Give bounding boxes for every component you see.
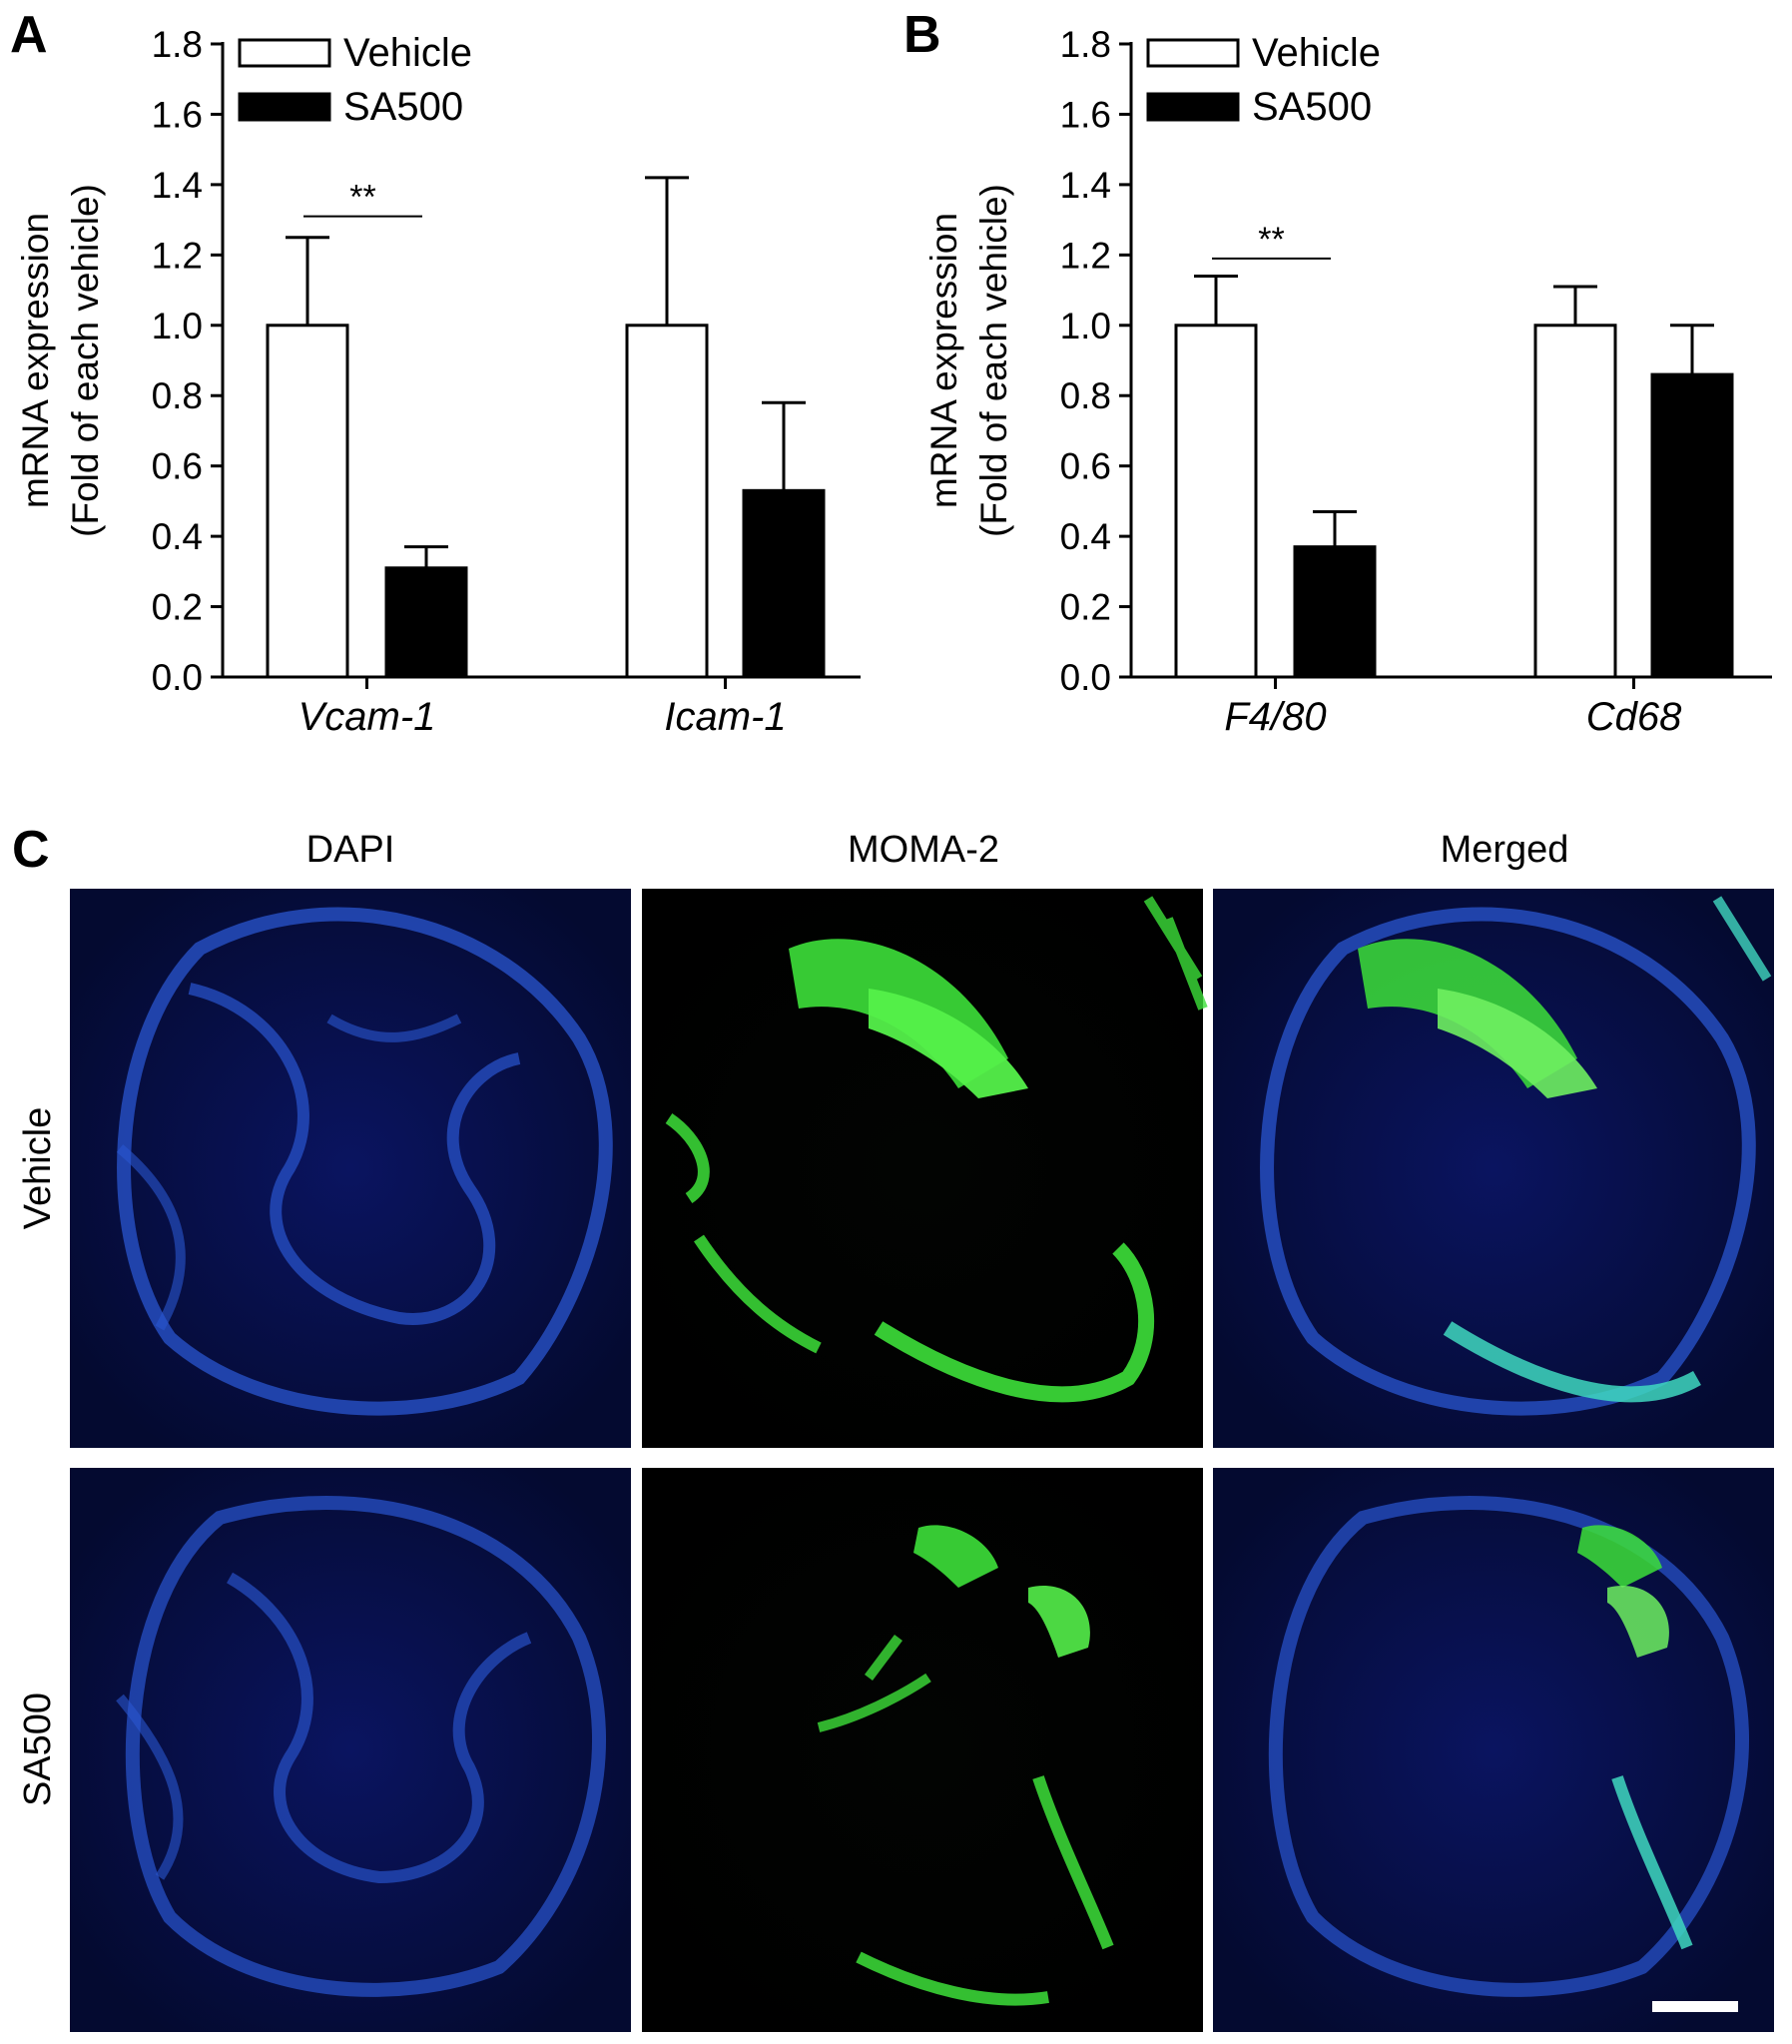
y-tick-label: 0.8 — [1060, 375, 1111, 416]
y-tick-label: 1.8 — [152, 24, 203, 65]
x-tick-label: Vcam-1 — [299, 695, 436, 739]
legend-label: SA500 — [343, 85, 463, 129]
row-header-sa500: SA500 — [17, 1693, 59, 1806]
micrograph-sa500-moma-2 — [642, 1468, 1203, 2032]
y-tick-label: 1.2 — [1060, 235, 1111, 276]
panel-c-label: C — [12, 821, 50, 879]
y-axis-label: (Fold of each vehicle) — [65, 184, 106, 537]
micrograph-vehicle-dapi — [70, 889, 631, 1448]
y-tick-label: 0.4 — [152, 516, 203, 557]
legend-label: Vehicle — [1252, 31, 1381, 75]
micrograph-sa500-merged — [1213, 1468, 1774, 2032]
bar — [1174, 324, 1258, 679]
y-tick-label: 0.2 — [1060, 587, 1111, 628]
panel-label: A — [10, 6, 48, 64]
y-tick-label: 0.0 — [1060, 657, 1111, 698]
y-axis-label: (Fold of each vehicle) — [973, 184, 1014, 537]
x-tick-label: F4/80 — [1224, 695, 1326, 739]
y-tick-label: 0.6 — [152, 446, 203, 487]
bar — [742, 488, 826, 679]
bar — [1293, 545, 1377, 679]
y-tick-label: 1.0 — [152, 306, 203, 346]
bar — [266, 324, 349, 679]
bar — [1533, 324, 1617, 679]
y-tick-label: 1.0 — [1060, 306, 1111, 346]
row-header-vehicle: Vehicle — [17, 1107, 59, 1230]
panel-label: B — [903, 6, 941, 64]
y-axis-label: mRNA expression — [15, 213, 56, 508]
y-tick-label: 1.6 — [152, 94, 203, 135]
y-tick-label: 1.8 — [1060, 24, 1111, 65]
x-tick-label: Icam-1 — [664, 695, 786, 739]
legend-swatch — [1146, 38, 1240, 68]
y-tick-label: 1.4 — [152, 165, 203, 206]
y-tick-label: 0.0 — [152, 657, 203, 698]
legend-swatch — [1146, 92, 1240, 122]
y-tick-label: 0.6 — [1060, 446, 1111, 487]
legend-label: SA500 — [1252, 85, 1372, 129]
micrograph-vehicle-moma-2 — [642, 889, 1208, 1448]
legend-swatch — [238, 92, 331, 122]
micrograph-sa500-dapi — [70, 1468, 631, 2032]
column-header-merged: Merged — [1441, 829, 1569, 871]
x-tick-label: Cd68 — [1586, 695, 1682, 739]
bar — [384, 566, 468, 679]
y-tick-label: 0.4 — [1060, 516, 1111, 557]
scale-bar — [1652, 2001, 1738, 2012]
y-axis-label: mRNA expression — [923, 213, 964, 508]
micrograph-vehicle-merged — [1213, 889, 1774, 1448]
y-tick-label: 1.6 — [1060, 94, 1111, 135]
y-tick-label: 1.2 — [152, 235, 203, 276]
y-tick-label: 0.8 — [152, 375, 203, 416]
significance-marker: ** — [1258, 221, 1284, 259]
column-header-moma-2: MOMA-2 — [848, 829, 999, 871]
legend-label: Vehicle — [343, 31, 472, 75]
y-tick-label: 0.2 — [152, 587, 203, 628]
column-header-dapi: DAPI — [306, 829, 395, 871]
bar — [625, 324, 709, 679]
bar — [1650, 372, 1734, 679]
significance-marker: ** — [349, 179, 375, 217]
y-tick-label: 1.4 — [1060, 165, 1111, 206]
legend-swatch — [238, 38, 331, 68]
